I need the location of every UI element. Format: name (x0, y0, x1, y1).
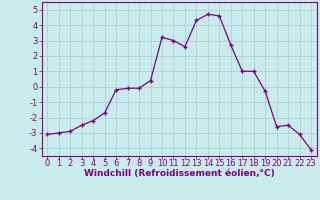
X-axis label: Windchill (Refroidissement éolien,°C): Windchill (Refroidissement éolien,°C) (84, 169, 275, 178)
